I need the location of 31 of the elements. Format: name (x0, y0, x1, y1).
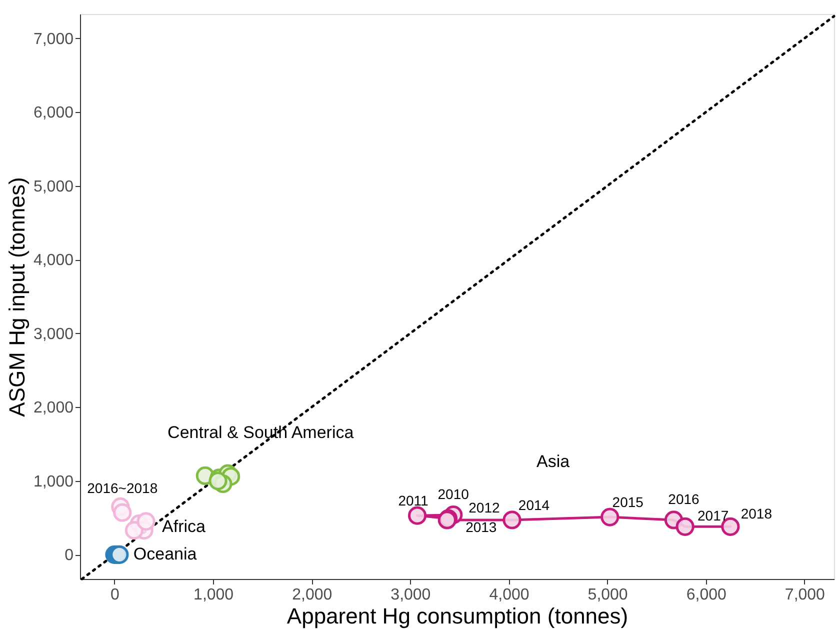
annotation: 2013 (466, 518, 497, 535)
y-tick-label: 3,000 (33, 326, 74, 343)
y-tick-label: 7,000 (33, 30, 74, 48)
x-tick-label: 5,000 (588, 586, 628, 604)
annotation: 2015 (612, 494, 644, 510)
annotation: 2012 (468, 500, 500, 516)
series-label: Africa (162, 516, 206, 536)
annotation: 2016 (668, 490, 700, 507)
y-tick-label: 4,000 (33, 252, 74, 270)
y-tick-label: 5,000 (33, 178, 74, 196)
x-tick-label: 3,000 (390, 586, 431, 604)
annotation: 2010 (438, 486, 470, 502)
x-tick-label: 4,000 (489, 586, 530, 604)
y-axis-title: ASGM Hg input (tonnes) (4, 177, 30, 417)
annotation: 2014 (518, 496, 550, 513)
x-tick-label: 1,000 (194, 586, 234, 604)
y-tick-label: 6,000 (33, 104, 74, 122)
y-tick-label: 0 (64, 547, 74, 564)
x-axis-title: Apparent Hg consumption (tonnes) (286, 604, 628, 628)
y-tick-label: 1,000 (33, 473, 74, 490)
y-tick-label: 2,000 (33, 400, 74, 417)
text: Asia (536, 452, 570, 471)
annotation: 2018 (740, 506, 772, 522)
x-tick-label: 2,000 (292, 586, 332, 604)
x-tick-label: 7,000 (784, 586, 826, 604)
annotation: 2011 (398, 492, 429, 509)
x-tick-label: 6,000 (686, 586, 726, 604)
x-tick-label: 0 (110, 586, 120, 604)
annotation: 2017 (697, 508, 729, 524)
series-label: Oceania (133, 544, 198, 564)
annotation: 2016~2018 (87, 480, 158, 496)
